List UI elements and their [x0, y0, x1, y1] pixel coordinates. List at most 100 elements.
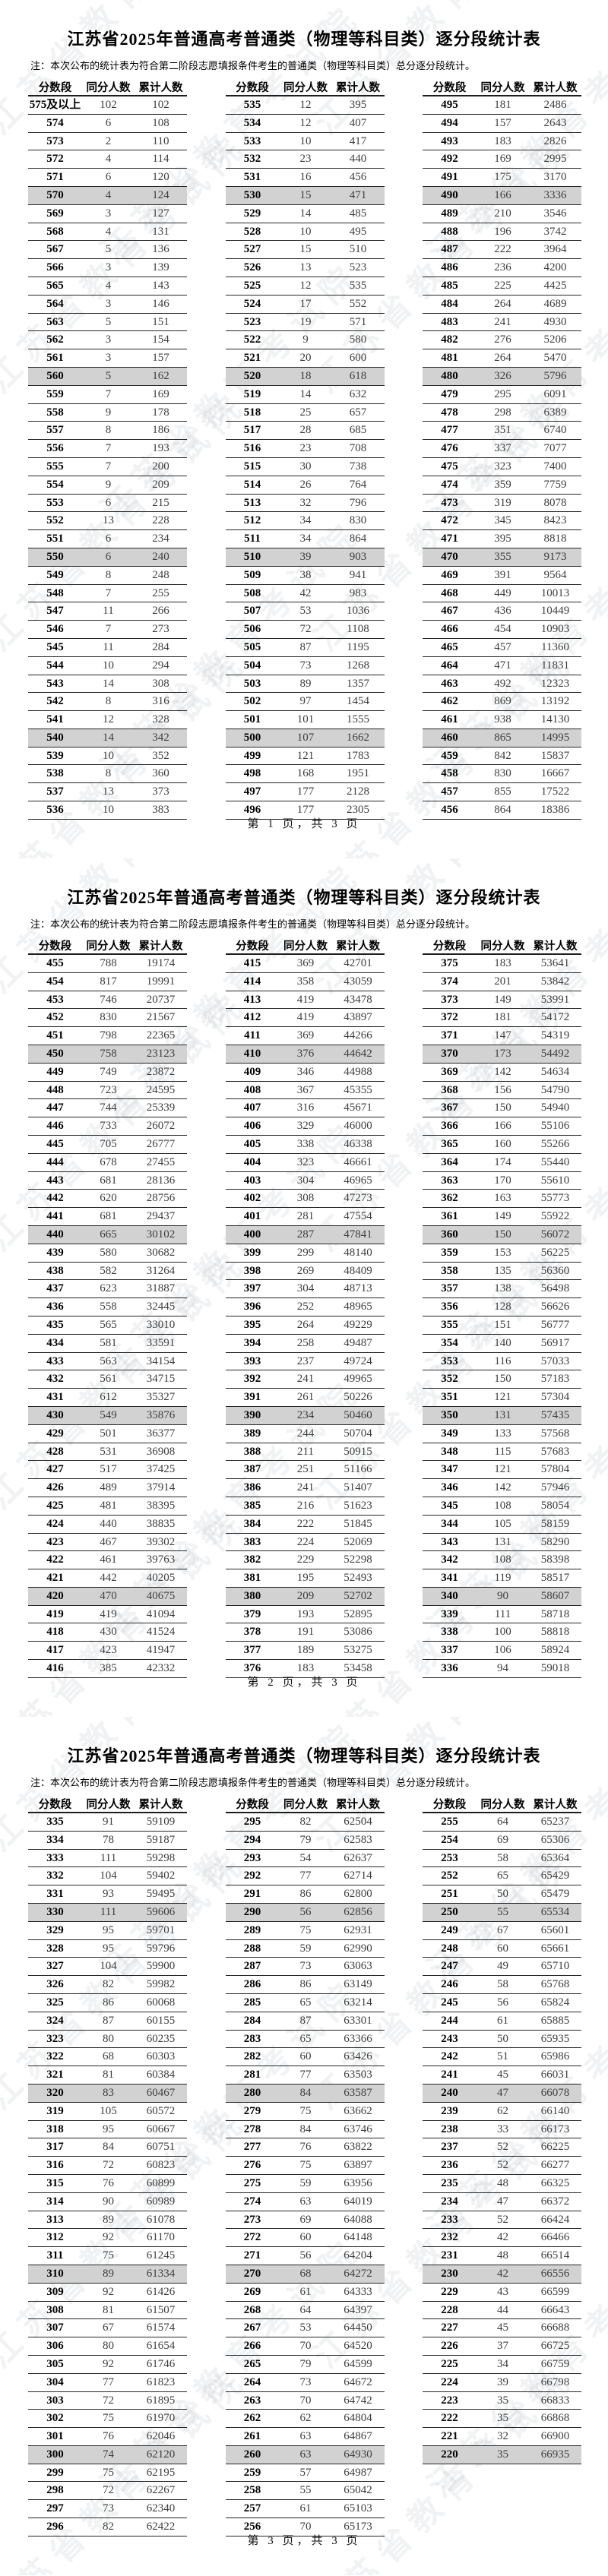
score-cell: 510 [243, 550, 261, 563]
count-cell: 73 [299, 659, 312, 672]
score-cell: 440 [46, 1228, 64, 1241]
count-cell: 561 [100, 1373, 117, 1386]
count-cell: 61 [299, 2502, 312, 2515]
count-cell: 104 [100, 1870, 117, 1882]
score-cell: 340 [441, 1589, 458, 1602]
count-cell: 369 [296, 1029, 315, 1042]
score-cell: 418 [46, 1626, 64, 1639]
table-row: 262 62 64804 [225, 2410, 385, 2429]
table-row: 461 938 14130 [423, 711, 581, 729]
cumulative-cell: 65042 [344, 2484, 372, 2497]
score-cell: 345 [441, 1499, 458, 1512]
score-cell: 492 [441, 153, 458, 166]
table-header: 分数段 同分人数 累计人数 [225, 935, 385, 955]
cumulative-cell: 60989 [146, 2195, 176, 2208]
count-cell: 35 [497, 2394, 509, 2407]
table-row: 450 758 23123 [28, 1045, 187, 1064]
score-cell: 354 [441, 1336, 458, 1349]
table-row: 374 201 53842 [423, 973, 581, 991]
table-row: 403 304 46965 [225, 1172, 385, 1190]
score-cell: 254 [441, 1833, 458, 1846]
table-row: 453 746 20737 [28, 991, 187, 1010]
score-cell: 434 [46, 1336, 64, 1349]
score-cell: 499 [243, 749, 261, 762]
score-cell: 380 [243, 1589, 261, 1602]
count-cell: 35 [497, 2412, 509, 2425]
score-cell: 461 [441, 713, 458, 726]
cumulative-cell: 57435 [540, 1408, 570, 1421]
score-cell: 559 [46, 387, 64, 400]
cumulative-cell: 618 [349, 369, 367, 382]
cumulative-cell: 154 [152, 333, 169, 346]
table-row: 559 7 169 [28, 386, 187, 404]
score-cell: 386 [243, 1481, 261, 1494]
score-cell: 295 [243, 1816, 261, 1828]
cumulative-cell: 151 [152, 315, 169, 328]
cumulative-cell: 352 [152, 749, 169, 762]
table-row: 220 35 66935 [423, 2445, 581, 2464]
page-footer: 第 1 页，共 3 页 [247, 818, 361, 830]
score-cell: 373 [441, 993, 458, 1006]
table-row: 532 23 440 [225, 150, 385, 169]
tables-container: 分数段 同分人数 累计人数 335 91 59109 334 78 59187 333 111… [0, 1794, 608, 2536]
score-cell: 407 [243, 1102, 261, 1114]
count-cell: 788 [100, 957, 117, 969]
table-row: 359 153 56225 [423, 1244, 581, 1263]
table-row: 396 252 48965 [225, 1298, 385, 1316]
score-cell: 384 [243, 1517, 261, 1530]
cumulative-cell: 316 [152, 695, 169, 708]
table-row: 458 830 16667 [423, 765, 581, 784]
table-row: 465 457 11360 [423, 639, 581, 657]
count-cell: 358 [296, 975, 315, 988]
count-cell: 252 [296, 1301, 315, 1313]
count-cell: 222 [296, 1517, 315, 1530]
table-row: 411 369 44266 [225, 1027, 385, 1045]
cumulative-cell: 58159 [540, 1517, 570, 1530]
count-cell: 90 [497, 1589, 509, 1602]
table-row: 236 52 66277 [423, 2157, 581, 2175]
cumulative-cell: 60235 [146, 2032, 176, 2045]
table-row: 561 3 157 [28, 349, 187, 368]
count-cell: 19 [299, 315, 312, 328]
score-cell: 244 [441, 2014, 458, 2027]
cumulative-cell: 395 [349, 99, 367, 111]
cumulative-cell: 55106 [540, 1120, 570, 1133]
cumulative-cell: 52069 [344, 1535, 372, 1548]
score-cell: 275 [243, 2176, 261, 2189]
score-cell: 558 [46, 406, 64, 419]
score-cell: 565 [46, 279, 64, 292]
score-cell: 267 [243, 2322, 261, 2334]
count-cell: 106 [494, 1644, 511, 1657]
cumulative-cell: 178 [152, 406, 169, 419]
table-row: 486 236 4200 [423, 259, 581, 277]
score-cell: 449 [46, 1065, 64, 1078]
score-cell: 299 [46, 2466, 64, 2479]
table-row: 393 237 49724 [225, 1353, 385, 1371]
table-row: 237 52 66225 [423, 2138, 581, 2157]
count-cell: 80 [103, 2340, 115, 2353]
table-row: 511 34 864 [225, 530, 385, 548]
count-cell: 7 [105, 460, 112, 473]
count-cell: 323 [494, 460, 511, 473]
score-cell: 276 [243, 2159, 261, 2172]
cumulative-cell: 47554 [344, 1210, 372, 1223]
page-1: 江苏省教育考试院 江苏省教育考试院 江苏省教育考试院 江苏省教育考试院 江苏省教育考试院… [0, 0, 608, 858]
table-row: 247 49 65710 [423, 1958, 581, 1977]
count-cell: 79 [299, 1833, 312, 1846]
score-cell: 290 [243, 1905, 261, 1918]
count-cell: 42 [497, 2267, 509, 2280]
cumulative-cell: 114 [152, 153, 169, 166]
table-row: 574 6 108 [28, 115, 187, 133]
cumulative-cell: 60467 [146, 2086, 176, 2099]
count-cell: 49 [497, 1960, 509, 1973]
cumulative-cell: 62267 [146, 2484, 176, 2497]
count-cell: 63 [299, 2195, 312, 2208]
table-row: 340 90 58607 [423, 1587, 581, 1606]
table-row: 501 101 1555 [225, 711, 385, 729]
count-cell: 830 [100, 1011, 117, 1024]
score-cell: 521 [243, 352, 261, 365]
count-cell: 62 [497, 2104, 509, 2117]
count-cell: 181 [494, 1011, 511, 1024]
cumulative-cell: 22365 [146, 1029, 176, 1042]
page-footer: 第 3 页，共 3 页 [247, 2535, 361, 2547]
